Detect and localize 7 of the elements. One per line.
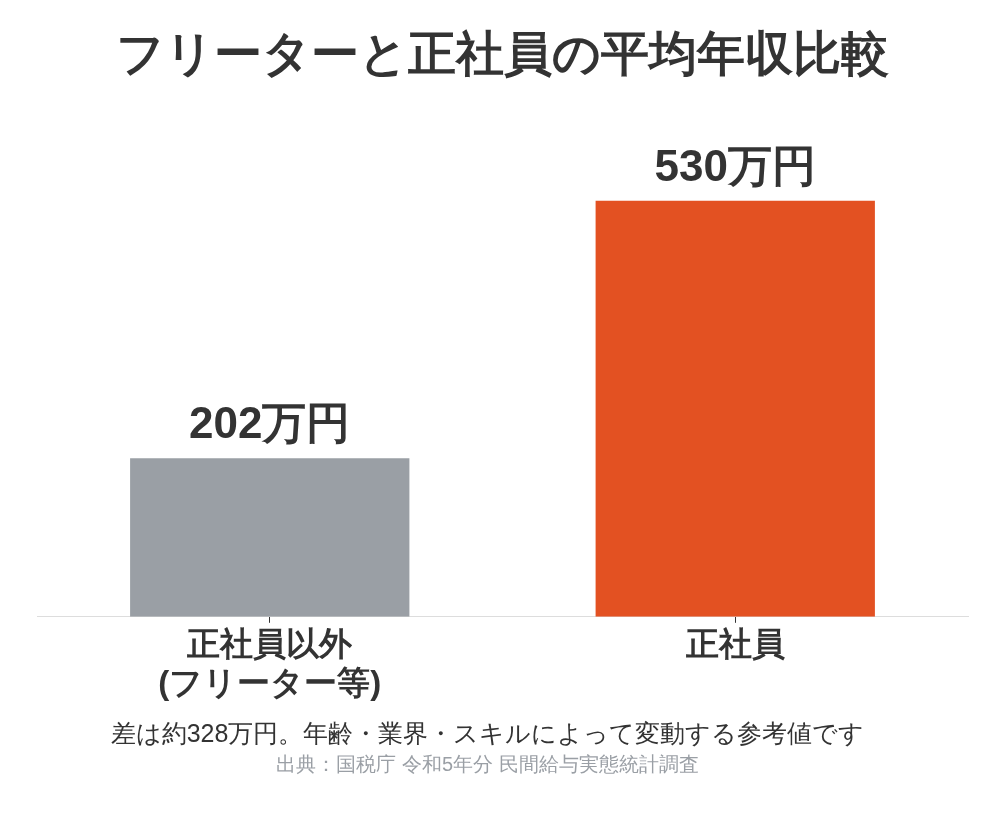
- text: 差は約328万円。年齢・業界・スキルによって変動する参考値です: [109, 718, 866, 749]
- x-tick-label: 正社員以外 (フリーター等): [158, 624, 382, 702]
- source-note: 出典：国税庁 令和5年分 民間給与実態統計調査: [275, 752, 700, 777]
- data-label: 530万円: [654, 140, 816, 190]
- data-label: 202万円: [189, 398, 351, 448]
- chart-title: フリーターと正社員の平均年収比較: [116, 27, 889, 81]
- x-tick-label: 正社員: [684, 624, 785, 662]
